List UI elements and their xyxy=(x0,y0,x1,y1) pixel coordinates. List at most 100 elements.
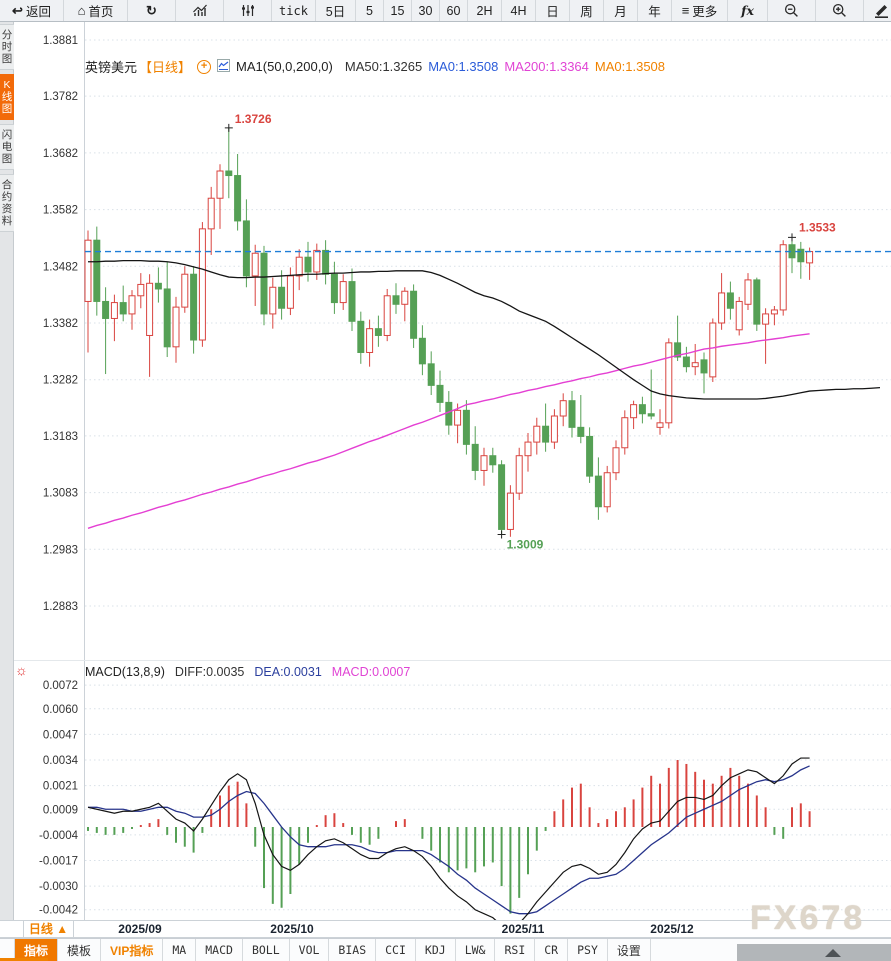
toolbar-h4-button[interactable]: 4H xyxy=(502,0,536,21)
toolbar-m60-label: 60 xyxy=(446,3,461,18)
price-axis-label: 1.3682 xyxy=(43,148,78,160)
toolbar-m15-label: 15 xyxy=(390,3,405,18)
sidebar-tab-time-chart[interactable]: 分时图 xyxy=(0,24,14,70)
indicator-tab-boll[interactable]: BOLL xyxy=(243,939,290,961)
zoom-out-icon xyxy=(784,3,799,18)
toolbar-m5-label: 5 xyxy=(366,3,373,18)
toolbar-year-button[interactable]: 年 xyxy=(638,0,672,21)
period-selector[interactable]: 日线 ▲ xyxy=(23,921,74,937)
price-axis-label: 1.2883 xyxy=(43,601,78,613)
macd-axis-label: 0.0009 xyxy=(43,804,78,816)
home-icon: ⌂ xyxy=(77,3,86,18)
macd-title[interactable]: MACD(13,8,9) xyxy=(85,665,165,679)
toolbar-indicator-sliders-button[interactable] xyxy=(224,0,272,21)
indicator-tab-psy[interactable]: PSY xyxy=(568,939,608,961)
toolbar-h2-button[interactable]: 2H xyxy=(468,0,502,21)
price-axis-label: 1.3881 xyxy=(43,35,78,47)
time-axis-label: 2025/12 xyxy=(650,922,694,936)
macd-panel[interactable] xyxy=(85,662,891,917)
time-axis-label: 2025/11 xyxy=(501,922,545,936)
chart-type-sidebar: 分时图 K线图闪电图合约资料 xyxy=(0,22,14,961)
toolbar-refresh-button[interactable]: ↻ xyxy=(128,0,176,21)
indicator-tab-bias[interactable]: BIAS xyxy=(329,939,377,961)
period-label: 【日线】 xyxy=(139,60,192,75)
toolbar-tick-label: tick xyxy=(279,3,308,18)
indicator-tab-kdj[interactable]: KDJ xyxy=(416,939,456,961)
toolbar-back-label: 返回 xyxy=(25,5,51,19)
indicator-tab-indicator[interactable]: 指标 xyxy=(15,939,59,961)
macd-values: DIFF:0.0035 DEA:0.0031 MACD:0.0007 xyxy=(175,665,410,679)
toolbar-day-button[interactable]: 日 xyxy=(536,0,570,21)
toolbar-draw-button[interactable] xyxy=(864,0,891,21)
macd-axis-label: -0.0042 xyxy=(39,905,78,917)
toolbar-home-button[interactable]: ⌂ 首页 xyxy=(64,0,128,21)
macd-axis-label: 0.0047 xyxy=(43,729,78,741)
top-toolbar: ↩ 返回 ⌂ 首页 ↻ tick 5日 5 15 30 60 2H 4H 日周月年 ≡ 更多 fx xyxy=(0,0,891,22)
indicator-settings-icon[interactable]: ☼ xyxy=(15,662,28,678)
toolbar-week-label: 周 xyxy=(580,5,593,19)
sidebar-tab-kline-chart[interactable]: K线图 xyxy=(0,74,14,120)
sidebar-tab-contract-info[interactable]: 合约资料 xyxy=(0,174,14,232)
toolbar-home-label: 首页 xyxy=(88,5,114,19)
indicator-tab-cci[interactable]: CCI xyxy=(376,939,416,961)
indicator-tab-cr[interactable]: CR xyxy=(535,939,569,961)
last-high-annotation: 1.3533 xyxy=(799,220,836,234)
indicator-tab-vol[interactable]: VOL xyxy=(290,939,330,961)
toolbar-m5-button[interactable]: 5 xyxy=(356,0,384,21)
panel-resize-grip[interactable] xyxy=(737,944,891,961)
price-axis-label: 1.3582 xyxy=(43,205,78,217)
price-axis-label: 1.3782 xyxy=(43,91,78,103)
ma-value: MA0:1.3508 xyxy=(594,59,666,74)
toolbar-zoom-in-button[interactable] xyxy=(816,0,864,21)
toolbar-week-button[interactable]: 周 xyxy=(570,0,604,21)
indicator-tab-lw[interactable]: LW& xyxy=(456,939,496,961)
macd-axis-label: -0.0017 xyxy=(39,855,78,867)
indicator-tab-ma[interactable]: MA xyxy=(163,939,197,961)
low-annotation: 1.3009 xyxy=(507,538,544,552)
toolbar-chart-type-button[interactable] xyxy=(176,0,224,21)
indicator-tab-rsi[interactable]: RSI xyxy=(495,939,536,961)
chart-type-icon xyxy=(192,4,208,17)
indicator-tab-vip[interactable]: VIP指标 xyxy=(101,939,164,961)
price-axis-label: 1.3282 xyxy=(43,375,78,387)
macd-axis-label: -0.0004 xyxy=(39,830,79,842)
toolbar-month-button[interactable]: 月 xyxy=(604,0,638,21)
macd-axis-label: 0.0060 xyxy=(43,704,78,716)
ma-value: MA200:1.3364 xyxy=(504,59,589,74)
toolbar-fx-label: fx xyxy=(741,3,754,18)
toolbar-fx-button[interactable]: fx xyxy=(728,0,768,21)
toolbar-zoom-out-button[interactable] xyxy=(768,0,816,21)
indicator-tabs-row: 指标 模板 VIP指标 MA MACD BOLL VOL BIAS CCI KDJ LW& RSI CR… xyxy=(0,938,891,961)
price-axis-label: 1.3382 xyxy=(43,318,78,330)
time-axis-label: 2025/10 xyxy=(270,922,314,936)
toolbar-tick-button[interactable]: tick xyxy=(272,0,316,21)
price-axis-label: 1.3482 xyxy=(43,261,78,273)
main-chart-panel[interactable] xyxy=(85,30,891,615)
ma-value: MA50:1.3265 xyxy=(344,59,423,74)
indicator-tab-macd[interactable]: MACD xyxy=(196,939,243,961)
toolbar-m30-button[interactable]: 30 xyxy=(412,0,440,21)
add-indicator-icon[interactable]: + xyxy=(197,59,212,74)
macd-value: DEA:0.0031 xyxy=(254,665,322,679)
toolbar-m15-button[interactable]: 15 xyxy=(384,0,412,21)
high-annotation: 1.3726 xyxy=(235,112,272,126)
toolbar-5d-label: 5日 xyxy=(325,5,346,19)
toolbar-h4-label: 4H xyxy=(510,3,527,18)
macd-header: MACD(13,8,9) DIFF:0.0035 DEA:0.0031 MACD:0… xyxy=(85,665,410,679)
toolbar-more-button[interactable]: ≡ 更多 xyxy=(672,0,728,21)
indicator-sliders-icon xyxy=(241,4,255,17)
symbol-name: 英镑美元 xyxy=(85,60,138,75)
ma-settings[interactable]: MA1(50,0,200,0) xyxy=(236,59,333,74)
toolbar-m60-button[interactable]: 60 xyxy=(440,0,468,21)
indicator-tab-settings[interactable]: 设置 xyxy=(608,939,651,961)
draw-icon xyxy=(873,3,889,18)
toolbar-m30-label: 30 xyxy=(418,3,433,18)
kline-icon[interactable] xyxy=(217,58,231,75)
toolbar-5d-button[interactable]: 5日 xyxy=(316,0,356,21)
toolbar-back-button[interactable]: ↩ 返回 xyxy=(0,0,64,21)
refresh-icon: ↻ xyxy=(146,3,157,18)
sidebar-tab-lightning-chart[interactable]: 闪电图 xyxy=(0,124,14,170)
indicator-tab-template[interactable]: 模板 xyxy=(58,939,102,961)
